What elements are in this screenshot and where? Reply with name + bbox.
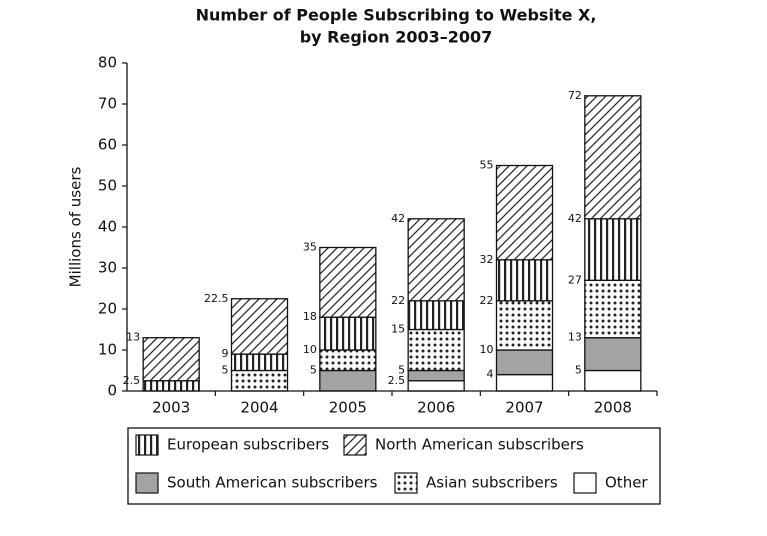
bar-segment [230,298,289,355]
y-tick-label: 20 [98,300,117,318]
stack-label: 5 [310,364,317,377]
legend-swatch [135,434,159,456]
bar-segment [319,246,377,318]
x-tick-label: 2005 [329,399,367,417]
bar-segment [319,369,377,392]
stack-label: 42 [568,212,582,225]
stack-label: 22.5 [204,292,229,305]
bar-segment [495,164,554,261]
stack-label: 27 [568,273,582,286]
legend-swatch [343,434,367,456]
legend-swatch [573,472,597,494]
stack-label: 4 [487,368,494,381]
bar-segment [319,316,377,351]
legend-box [127,427,661,505]
stack-label: 13 [126,331,140,344]
stack-label: 5 [222,364,229,377]
stack-label: 18 [303,310,317,323]
chart-subtitle: by Region 2003–2007 [300,28,493,47]
bar-segment [142,337,200,382]
bar-segment [495,259,554,302]
bar-segment [230,369,289,392]
bar-segment [584,218,642,281]
bar-segment [407,300,465,331]
stack-label: 9 [222,347,229,360]
y-tick-label: 50 [98,177,117,195]
bar-segment [584,279,642,339]
bar-segment [407,218,465,302]
stack-label: 2.5 [388,374,406,387]
stack-label: 72 [568,89,582,102]
stack-label: 55 [480,159,494,172]
y-tick-label: 0 [107,382,117,400]
bar-segment [319,349,377,372]
y-tick-label: 60 [98,136,117,154]
bar-segment [142,380,200,392]
stack-label: 35 [303,241,317,254]
y-tick-label: 30 [98,259,117,277]
stack-label: 32 [480,253,494,266]
x-tick-label: 2008 [594,399,632,417]
legend-swatch [394,472,418,494]
legend-label: South American subscribers [167,474,378,492]
stack-label: 5 [398,364,405,377]
y-tick-label: 40 [98,218,117,236]
bar-segment [407,369,465,382]
stack-label: 5 [575,364,582,377]
x-tick-label: 2007 [505,399,543,417]
stack-label: 2.5 [123,374,141,387]
stack-label: 10 [303,343,317,356]
stack-label: 10 [480,343,494,356]
bar-segment [584,95,642,220]
bar-segment [407,380,465,392]
y-axis-label: Millions of users [67,166,85,287]
stack-label: 15 [391,323,405,336]
stack-label: 42 [391,212,405,225]
bar-segment [584,369,642,392]
stack-label: 22 [391,294,405,307]
legend-label: European subscribers [167,436,329,454]
legend-label: Asian subscribers [426,474,558,492]
x-tick-label: 2006 [417,399,455,417]
x-tick-label: 2003 [152,399,190,417]
bar-segment [495,349,554,376]
bar-segment [407,328,465,372]
y-tick-label: 70 [98,95,117,113]
chart-title: Number of People Subscribing to Website … [196,6,597,25]
stack-label: 13 [568,331,582,344]
x-tick-label: 2004 [240,399,278,417]
stack-label: 22 [480,294,494,307]
bar-segment [230,353,289,372]
bar-segment [584,337,642,372]
y-tick-label: 10 [98,341,117,359]
bar-segment [495,373,554,392]
y-tick-label: 80 [98,54,117,72]
legend-label: North American subscribers [375,436,584,454]
legend-swatch [135,472,159,494]
legend-label: Other [605,474,648,492]
bar-segment [495,300,554,351]
